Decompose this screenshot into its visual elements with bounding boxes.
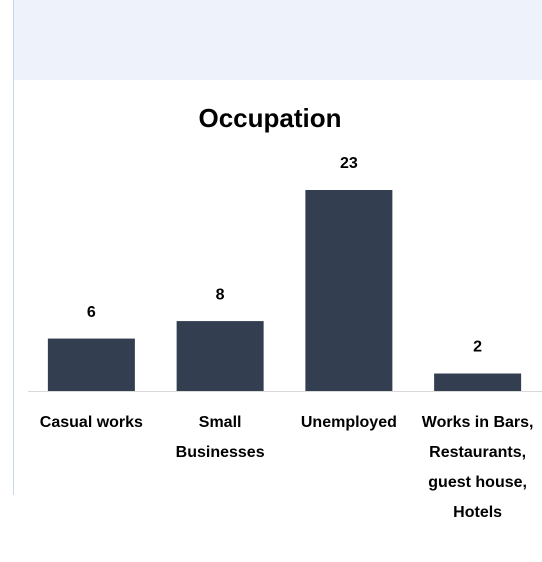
x-tick-label: Casual works [39,414,143,431]
bar [434,373,522,391]
bar [305,190,393,391]
x-tick-label: Small Businesses [175,414,265,461]
header-band [14,0,542,80]
data-label: 23 [340,155,358,172]
panel-border [13,0,14,495]
bar [176,321,264,391]
bar [47,338,135,391]
chart-title: Occupation [198,103,341,133]
data-label: 2 [473,339,482,356]
data-label: 6 [87,304,96,321]
x-tick-label: Unemployed [300,414,397,431]
x-tick-label: Works in Bars, Restaurants, guest house,… [421,414,534,521]
data-label: 8 [216,286,225,303]
